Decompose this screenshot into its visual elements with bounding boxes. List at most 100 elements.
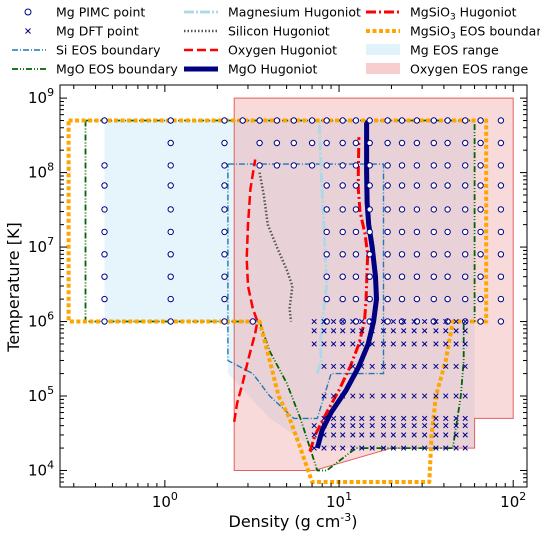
dft-point-2-10 [411,341,417,347]
dft-point-0-0 [311,318,317,325]
dft-point-5-6 [380,415,387,422]
pimc-point-0-2 [221,117,228,124]
pimc-point-2-12 [398,162,406,169]
legend-label: MgO Hugoniot [228,62,317,77]
dft-point-8-2 [330,445,337,451]
dft-point-6-1 [321,422,327,429]
series-line-4 [232,159,259,422]
pimc-point-3-0 [101,182,108,189]
legend-item-8: MgSiO3 Hugoniot [366,5,517,23]
dft-point-1-6 [369,328,375,334]
dft-point-2-0 [311,341,317,347]
dft-point-0-13 [443,318,449,325]
legend-item-4: Magnesium Hugoniot [184,5,361,20]
dft-point-0-7 [380,318,387,325]
legend-item-2: Si EOS boundary [12,43,161,58]
pimc-point-5-4 [339,228,346,236]
pimc-point-5-13 [477,228,484,236]
y-tick-label-0: 104 [28,458,54,479]
pimc-point-6-6 [366,251,373,258]
pimc-point-0-3 [239,117,246,124]
pimc-point-4-0 [101,206,108,213]
pimc-point-3-9 [413,182,421,189]
pimc-point-3-10 [430,182,437,189]
dft-point-3-5 [369,363,375,370]
dft-point-2-9 [401,341,407,347]
pimc-point-0-19 [497,117,505,124]
pimc-point-9-8 [384,318,391,325]
pimc-point-8-3 [323,295,330,303]
dft-point-7-5 [359,432,365,438]
pimc-point-1-7 [339,139,346,147]
pimc-point-6-1 [167,251,174,258]
pimc-point-1-1 [221,139,228,147]
legend-item-11: Oxygen EOS range [366,62,528,77]
dft-point-7-3 [340,432,346,438]
dft-point-6-6 [369,422,375,429]
series-line-1 [84,119,476,472]
dft-point-2-14 [453,341,459,347]
dft-point-8-12 [433,445,439,451]
dft-point-1-3 [340,328,346,334]
dft-point-1-10 [411,328,417,334]
eos-range-regions [104,97,514,471]
dft-point-7-13 [443,432,449,438]
pimc-point-0-7 [308,117,316,124]
pimc-point-7-5 [352,273,360,280]
dft-point-3-9 [411,363,417,370]
dft-point-4-13 [453,393,459,399]
pimc-point-2-16 [462,162,469,169]
pimc-point-4-8 [398,206,406,213]
pimc-point-9-0 [101,318,108,325]
dft-point-5-14 [462,415,468,422]
pimc-point-6-11 [444,251,451,258]
dft-point-0-8 [390,318,396,325]
legend-label: Magnesium Hugoniot [228,5,361,20]
y-tick-label-4: 108 [28,161,54,182]
pimc-point-2-4 [273,162,281,169]
pimc-point-6-13 [477,251,484,258]
pimc-point-5-0 [101,228,108,236]
pimc-point-7-2 [221,273,228,280]
dft-point-7-9 [401,432,407,438]
dft-point-3-8 [401,363,407,370]
legend-item-1: Mg DFT point [25,24,139,39]
legend-item-10: Mg EOS range [366,43,499,58]
pimc-point-9-10 [413,318,421,325]
sample-points [101,117,505,451]
dft-point-0-1 [321,318,327,325]
legend-marker-circle [24,8,32,16]
pimc-point-4-1 [167,206,174,213]
pimc-point-8-2 [221,295,228,303]
pimc-point-2-18 [497,162,505,169]
dft-point-5-12 [443,415,449,422]
dft-point-6-13 [443,422,449,429]
dft-point-1-13 [443,328,449,334]
pimc-point-7-6 [366,273,373,280]
dft-point-7-15 [462,432,468,438]
dft-point-8-15 [462,445,468,451]
pimc-point-8-13 [477,295,484,303]
pimc-point-1-2 [256,139,263,147]
dft-point-8-13 [443,445,449,451]
dft-point-8-1 [321,445,327,451]
dft-point-8-3 [340,445,346,451]
x-tick-label-1: 101 [326,490,352,511]
pimc-point-7-10 [430,273,437,280]
pimc-point-1-17 [497,139,505,147]
pimc-point-0-12 [384,117,391,124]
pimc-point-3-5 [352,182,360,189]
y-tick-label-1: 105 [28,384,54,405]
dft-point-3-10 [421,363,428,370]
pimc-point-7-9 [413,273,421,280]
pimc-point-1-3 [273,139,281,147]
pimc-point-8-11 [444,295,451,303]
dft-point-7-2 [330,432,337,438]
pimc-point-7-8 [398,273,406,280]
pimc-point-4-2 [221,206,228,213]
pimc-point-3-1 [167,182,174,189]
y-tick-label-3: 107 [28,235,54,256]
pimc-point-8-8 [398,295,406,303]
dft-point-5-2 [340,415,346,422]
pimc-point-2-15 [444,162,451,169]
